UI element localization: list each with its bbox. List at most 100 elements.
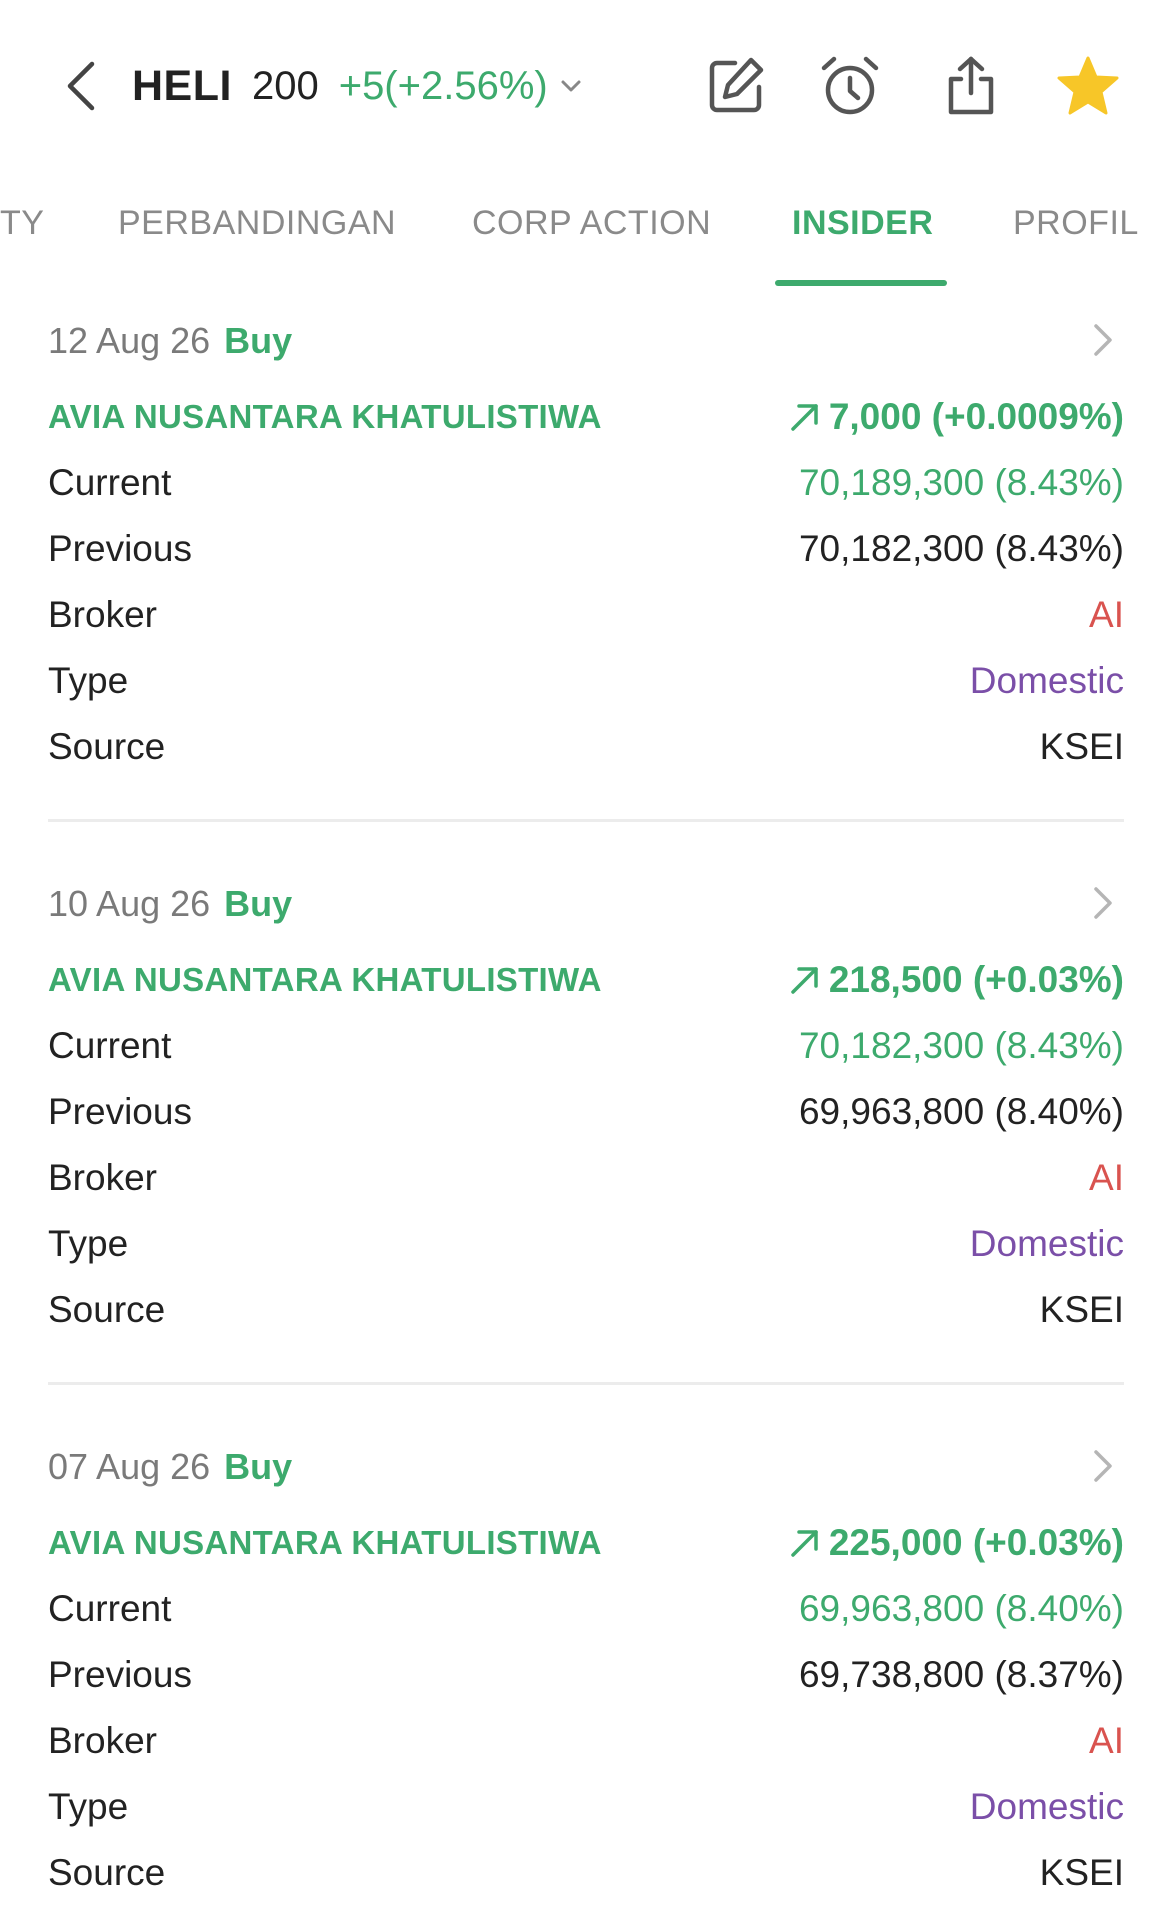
previous-label: Previous	[48, 1091, 192, 1132]
chevron-right-icon	[1094, 1450, 1112, 1482]
source-row: Source KSEI	[48, 1285, 1124, 1335]
type-row: Type Domestic	[48, 1219, 1124, 1269]
holding-change: 218,500 (+0.03%)	[789, 959, 1124, 1001]
holder-name: AVIA NUSANTARA KHATULISTIWA	[48, 398, 602, 435]
arrow-up-right-icon	[791, 1530, 818, 1557]
tab-insider[interactable]: INSIDER	[792, 204, 934, 242]
entry-header: 10 Aug 26 Buy	[48, 879, 292, 929]
broker-label: Broker	[48, 594, 157, 635]
entry-date: 07 Aug 26	[48, 1446, 211, 1487]
alarm-icon	[821, 56, 879, 115]
holding-change-value: 7,000 (+0.0009%)	[828, 396, 1124, 437]
edit-icon	[709, 57, 764, 113]
previous-value: 69,963,800 (8.40%)	[798, 1091, 1124, 1132]
source-value: KSEI	[1039, 1289, 1124, 1330]
type-value: Domestic	[969, 1786, 1124, 1827]
divider	[48, 819, 1124, 822]
arrow-up-right-icon	[791, 404, 818, 431]
type-label: Type	[48, 660, 129, 701]
insider-entry[interactable]: 07 Aug 26 Buy AVIA NUSANTARA KHATULISTIW…	[48, 1442, 1124, 1902]
chevron-right-icon	[1094, 887, 1112, 919]
broker-row: Broker AI	[48, 1153, 1124, 1203]
source-value: KSEI	[1039, 1852, 1124, 1893]
broker-row: Broker AI	[48, 1716, 1124, 1766]
type-row: Type Domestic	[48, 656, 1124, 706]
entry-header: 12 Aug 26 Buy	[48, 316, 292, 366]
share-button[interactable]	[937, 52, 1005, 120]
stock-price: 200	[251, 63, 319, 108]
holding-change: 7,000 (+0.0009%)	[789, 396, 1124, 438]
holding-change-value: 218,500 (+0.03%)	[828, 959, 1124, 1000]
holding-change-value: 225,000 (+0.03%)	[828, 1522, 1124, 1563]
type-row: Type Domestic	[48, 1782, 1124, 1832]
source-label: Source	[48, 1289, 166, 1330]
star-icon	[1057, 56, 1119, 115]
holding-change: 225,000 (+0.03%)	[789, 1522, 1124, 1564]
previous-value: 69,738,800 (8.37%)	[798, 1654, 1124, 1695]
type-label: Type	[48, 1786, 129, 1827]
active-tab-indicator	[775, 280, 947, 286]
top-bar: HELI 200 +5(+2.56%)	[0, 0, 1166, 170]
entry-date: 12 Aug 26	[48, 320, 211, 361]
back-button[interactable]	[56, 58, 106, 114]
entry-date: 10 Aug 26	[48, 883, 211, 924]
tab-ty[interactable]: TY	[0, 204, 45, 242]
chevron-down-icon	[560, 79, 582, 93]
tab-profil[interactable]: PROFIL	[1013, 204, 1139, 242]
source-label: Source	[48, 726, 166, 767]
current-label: Current	[48, 1588, 172, 1629]
current-value: 69,963,800 (8.40%)	[798, 1588, 1124, 1629]
ticker-symbol: HELI	[132, 61, 232, 110]
edit-button[interactable]	[702, 52, 770, 120]
entry-action: Buy	[224, 1446, 293, 1487]
tab-perbandingan[interactable]: PERBANDINGAN	[118, 204, 397, 242]
insider-entry[interactable]: 10 Aug 26 Buy AVIA NUSANTARA KHATULISTIW…	[48, 879, 1124, 1339]
holder-name: AVIA NUSANTARA KHATULISTIWA	[48, 1524, 602, 1561]
alarm-button[interactable]	[816, 52, 884, 120]
tab-corp-action[interactable]: CORP ACTION	[472, 204, 712, 242]
broker-label: Broker	[48, 1720, 157, 1761]
previous-row: Previous 70,182,300 (8.43%)	[48, 524, 1124, 574]
current-label: Current	[48, 1025, 172, 1066]
current-row: Current 69,963,800 (8.40%)	[48, 1584, 1124, 1634]
tab-bar: TY PERBANDINGAN CORP ACTION INSIDER PROF…	[0, 180, 1166, 286]
entry-action: Buy	[224, 883, 293, 924]
broker-row: Broker AI	[48, 590, 1124, 640]
back-icon	[67, 61, 95, 111]
type-value: Domestic	[969, 1223, 1124, 1264]
current-row: Current 70,182,300 (8.43%)	[48, 1021, 1124, 1071]
stock-selector[interactable]: HELI 200 +5(+2.56%)	[132, 56, 582, 116]
previous-label: Previous	[48, 528, 192, 569]
previous-value: 70,182,300 (8.43%)	[798, 528, 1124, 569]
entry-action: Buy	[224, 320, 293, 361]
current-value: 70,189,300 (8.43%)	[798, 462, 1124, 503]
favorite-button[interactable]	[1054, 52, 1122, 120]
source-row: Source KSEI	[48, 722, 1124, 772]
holder-row: AVIA NUSANTARA KHATULISTIWA 218,500 (+0.…	[48, 955, 1124, 1005]
previous-row: Previous 69,738,800 (8.37%)	[48, 1650, 1124, 1700]
broker-value: AI	[1089, 594, 1124, 635]
divider	[48, 1382, 1124, 1385]
current-row: Current 70,189,300 (8.43%)	[48, 458, 1124, 508]
entry-header: 07 Aug 26 Buy	[48, 1442, 292, 1492]
share-icon	[948, 56, 994, 115]
broker-value: AI	[1089, 1720, 1124, 1761]
source-value: KSEI	[1039, 726, 1124, 767]
source-row: Source KSEI	[48, 1848, 1124, 1898]
current-value: 70,182,300 (8.43%)	[798, 1025, 1124, 1066]
source-label: Source	[48, 1852, 166, 1893]
broker-label: Broker	[48, 1157, 157, 1198]
price-change: +5(+2.56%)	[338, 63, 548, 108]
type-label: Type	[48, 1223, 129, 1264]
holder-row: AVIA NUSANTARA KHATULISTIWA 225,000 (+0.…	[48, 1518, 1124, 1568]
insider-entry[interactable]: 12 Aug 26 Buy AVIA NUSANTARA KHATULISTIW…	[48, 316, 1124, 776]
current-label: Current	[48, 462, 172, 503]
arrow-up-right-icon	[791, 967, 818, 994]
chevron-right-icon	[1094, 324, 1112, 356]
holder-name: AVIA NUSANTARA KHATULISTIWA	[48, 961, 602, 998]
previous-row: Previous 69,963,800 (8.40%)	[48, 1087, 1124, 1137]
previous-label: Previous	[48, 1654, 192, 1695]
type-value: Domestic	[969, 660, 1124, 701]
holder-row: AVIA NUSANTARA KHATULISTIWA 7,000 (+0.00…	[48, 392, 1124, 442]
broker-value: AI	[1089, 1157, 1124, 1198]
